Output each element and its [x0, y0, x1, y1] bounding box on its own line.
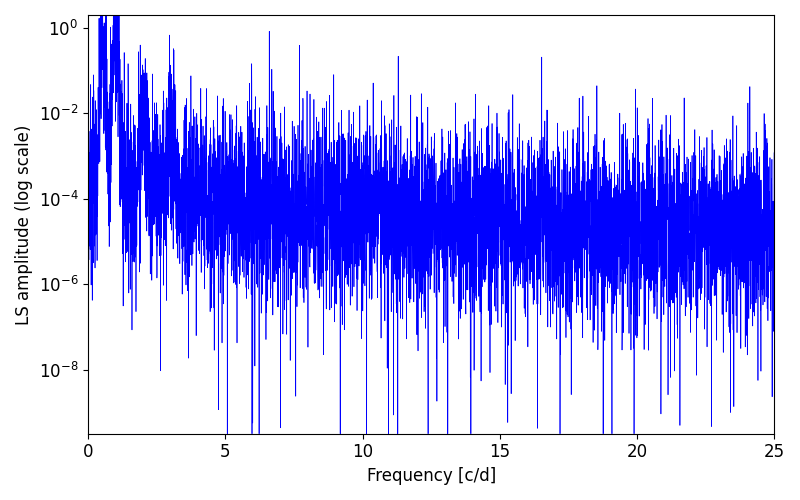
Y-axis label: LS amplitude (log scale): LS amplitude (log scale)	[15, 124, 33, 324]
X-axis label: Frequency [c/d]: Frequency [c/d]	[366, 467, 496, 485]
